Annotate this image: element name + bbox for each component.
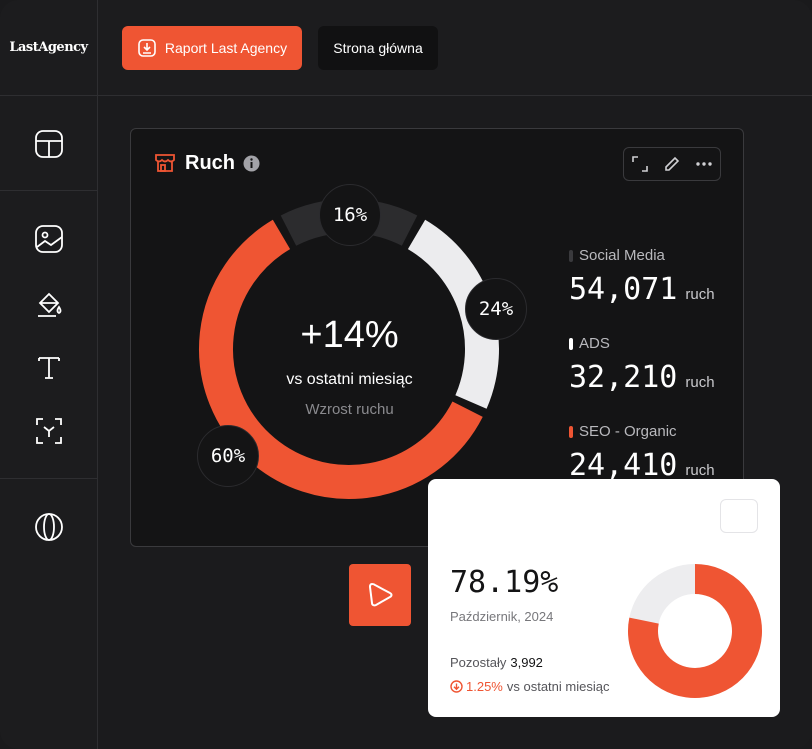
top-toolbar: Raport Last Agency Strona główna bbox=[98, 0, 812, 96]
growth-sublabel: Wzrost ruchu bbox=[305, 401, 394, 418]
legend-value: 32,210 bbox=[569, 360, 678, 395]
legend-unit: ruch bbox=[685, 462, 715, 479]
legend-value: 54,071 bbox=[569, 272, 678, 307]
legend-swatch bbox=[569, 249, 573, 262]
summary-card-tab[interactable] bbox=[720, 499, 758, 533]
segment-percent-badge: 60% bbox=[197, 425, 259, 487]
play-icon bbox=[368, 582, 393, 607]
legend-unit: ruch bbox=[685, 286, 715, 303]
legend-value: 24,410 bbox=[569, 448, 678, 483]
legend-swatch bbox=[569, 425, 573, 438]
donut-segment bbox=[199, 219, 483, 499]
summary-remaining: Pozostały 3,992 bbox=[450, 655, 543, 670]
mini-donut-segment bbox=[628, 564, 762, 698]
sidebar-divider bbox=[0, 478, 97, 479]
expand-icon[interactable] bbox=[631, 155, 649, 173]
play-button[interactable] bbox=[349, 564, 411, 626]
summary-change: 1.25% vs ostatni miesiąc bbox=[450, 679, 609, 694]
change-value: 1.25% bbox=[466, 679, 503, 694]
growth-label: vs ostatni miesiąc bbox=[286, 371, 413, 388]
card-actions bbox=[623, 147, 721, 181]
ai-select-icon[interactable] bbox=[32, 414, 66, 448]
summary-donut-chart bbox=[628, 564, 762, 698]
remaining-value: 3,992 bbox=[510, 655, 543, 670]
logo: LastAgency bbox=[0, 0, 97, 96]
report-button[interactable]: Raport Last Agency bbox=[122, 26, 302, 70]
card-title-text: Ruch bbox=[185, 151, 235, 174]
segment-percent-badge: 24% bbox=[465, 278, 527, 340]
growth-value: +14% bbox=[300, 314, 399, 356]
legend-label: ADS bbox=[579, 335, 610, 352]
sidebar-divider bbox=[0, 190, 97, 191]
text-icon[interactable] bbox=[32, 350, 66, 384]
image-icon[interactable] bbox=[32, 222, 66, 256]
globe-icon[interactable] bbox=[32, 510, 66, 544]
remaining-label: Pozostały bbox=[450, 655, 507, 670]
layout-icon[interactable] bbox=[32, 127, 66, 161]
legend-label: Social Media bbox=[579, 247, 665, 264]
arrow-down-circle-icon bbox=[450, 680, 463, 693]
info-icon[interactable] bbox=[243, 155, 260, 172]
segment-percent-badge: 16% bbox=[319, 184, 381, 246]
summary-card: 78.19% Październik, 2024 Pozostały 3,992 … bbox=[428, 479, 780, 717]
edit-icon[interactable] bbox=[663, 155, 681, 173]
store-icon bbox=[155, 154, 175, 172]
change-label: vs ostatni miesiąc bbox=[506, 679, 610, 694]
legend-item: SEO - Organic 24,410 ruch bbox=[569, 423, 715, 483]
legend-item: Social Media 54,071 ruch bbox=[569, 247, 715, 307]
download-icon bbox=[138, 39, 156, 57]
legend-label: SEO - Organic bbox=[579, 423, 677, 440]
home-button[interactable]: Strona główna bbox=[318, 26, 438, 70]
paint-bucket-icon[interactable] bbox=[32, 287, 66, 321]
sidebar: LastAgency bbox=[0, 0, 98, 749]
legend-swatch bbox=[569, 337, 573, 350]
traffic-card: Ruch +14% vs ostatni miesiąc Wzrost ruch… bbox=[130, 128, 744, 547]
summary-date: Październik, 2024 bbox=[450, 609, 554, 624]
legend-item: ADS 32,210 ruch bbox=[569, 335, 715, 395]
summary-percent: 78.19% bbox=[450, 565, 559, 600]
card-title: Ruch bbox=[153, 151, 260, 175]
report-button-label: Raport Last Agency bbox=[164, 40, 288, 56]
change-value-wrap: 1.25% bbox=[450, 679, 503, 694]
more-icon[interactable] bbox=[695, 155, 713, 173]
legend-unit: ruch bbox=[685, 374, 715, 391]
